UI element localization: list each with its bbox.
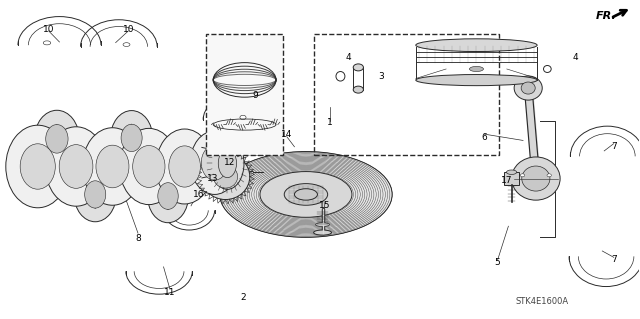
Ellipse shape <box>84 181 106 208</box>
Ellipse shape <box>314 230 332 235</box>
Ellipse shape <box>45 127 107 206</box>
Ellipse shape <box>44 41 51 45</box>
Ellipse shape <box>353 64 364 71</box>
Ellipse shape <box>416 39 537 51</box>
Text: 7: 7 <box>611 142 616 151</box>
Ellipse shape <box>511 157 560 200</box>
Ellipse shape <box>6 125 70 208</box>
Text: 12: 12 <box>223 158 235 167</box>
Ellipse shape <box>506 170 516 174</box>
Ellipse shape <box>35 110 79 167</box>
Ellipse shape <box>416 75 537 86</box>
Ellipse shape <box>190 131 239 195</box>
Text: 9: 9 <box>252 92 258 100</box>
Text: 2: 2 <box>241 293 246 302</box>
Bar <box>206 34 283 155</box>
Ellipse shape <box>121 124 142 152</box>
Text: 8: 8 <box>135 234 141 243</box>
Ellipse shape <box>169 146 200 187</box>
Ellipse shape <box>521 82 535 94</box>
Ellipse shape <box>20 144 55 189</box>
Ellipse shape <box>220 152 392 237</box>
Text: 16: 16 <box>193 190 204 199</box>
Ellipse shape <box>83 128 143 205</box>
Text: 17: 17 <box>501 176 513 185</box>
Text: 15: 15 <box>319 201 331 210</box>
Ellipse shape <box>218 149 237 178</box>
Ellipse shape <box>213 165 237 188</box>
Ellipse shape <box>158 183 178 209</box>
Ellipse shape <box>316 223 330 226</box>
Ellipse shape <box>59 145 93 188</box>
Ellipse shape <box>211 137 244 189</box>
Ellipse shape <box>120 128 178 204</box>
Ellipse shape <box>201 154 250 199</box>
Text: 10: 10 <box>123 25 134 34</box>
Ellipse shape <box>284 184 328 205</box>
Ellipse shape <box>240 115 246 120</box>
Bar <box>504 172 519 185</box>
Text: STK4E1600A: STK4E1600A <box>516 297 569 306</box>
Ellipse shape <box>353 86 364 93</box>
Text: 4: 4 <box>346 53 351 62</box>
Ellipse shape <box>547 174 552 177</box>
Ellipse shape <box>96 145 129 188</box>
Text: 10: 10 <box>43 25 54 34</box>
Ellipse shape <box>202 145 228 180</box>
Bar <box>314 34 499 155</box>
Text: 3: 3 <box>378 72 384 81</box>
Text: 1: 1 <box>327 118 333 128</box>
Ellipse shape <box>74 167 116 222</box>
Text: 5: 5 <box>495 258 500 267</box>
Ellipse shape <box>294 189 317 200</box>
Text: 6: 6 <box>481 133 487 142</box>
Ellipse shape <box>156 129 213 204</box>
Ellipse shape <box>45 124 68 153</box>
Ellipse shape <box>148 169 188 223</box>
Text: 14: 14 <box>281 130 292 138</box>
Ellipse shape <box>520 174 525 177</box>
Ellipse shape <box>123 43 130 47</box>
Ellipse shape <box>469 66 483 71</box>
Ellipse shape <box>111 111 153 165</box>
Ellipse shape <box>132 145 165 188</box>
Text: 11: 11 <box>164 288 175 297</box>
Text: FR.: FR. <box>596 11 616 21</box>
Text: 4: 4 <box>573 53 579 62</box>
Ellipse shape <box>522 166 550 191</box>
Ellipse shape <box>260 172 352 217</box>
Ellipse shape <box>514 76 542 100</box>
Text: 7: 7 <box>611 255 616 264</box>
Text: 13: 13 <box>207 174 218 183</box>
